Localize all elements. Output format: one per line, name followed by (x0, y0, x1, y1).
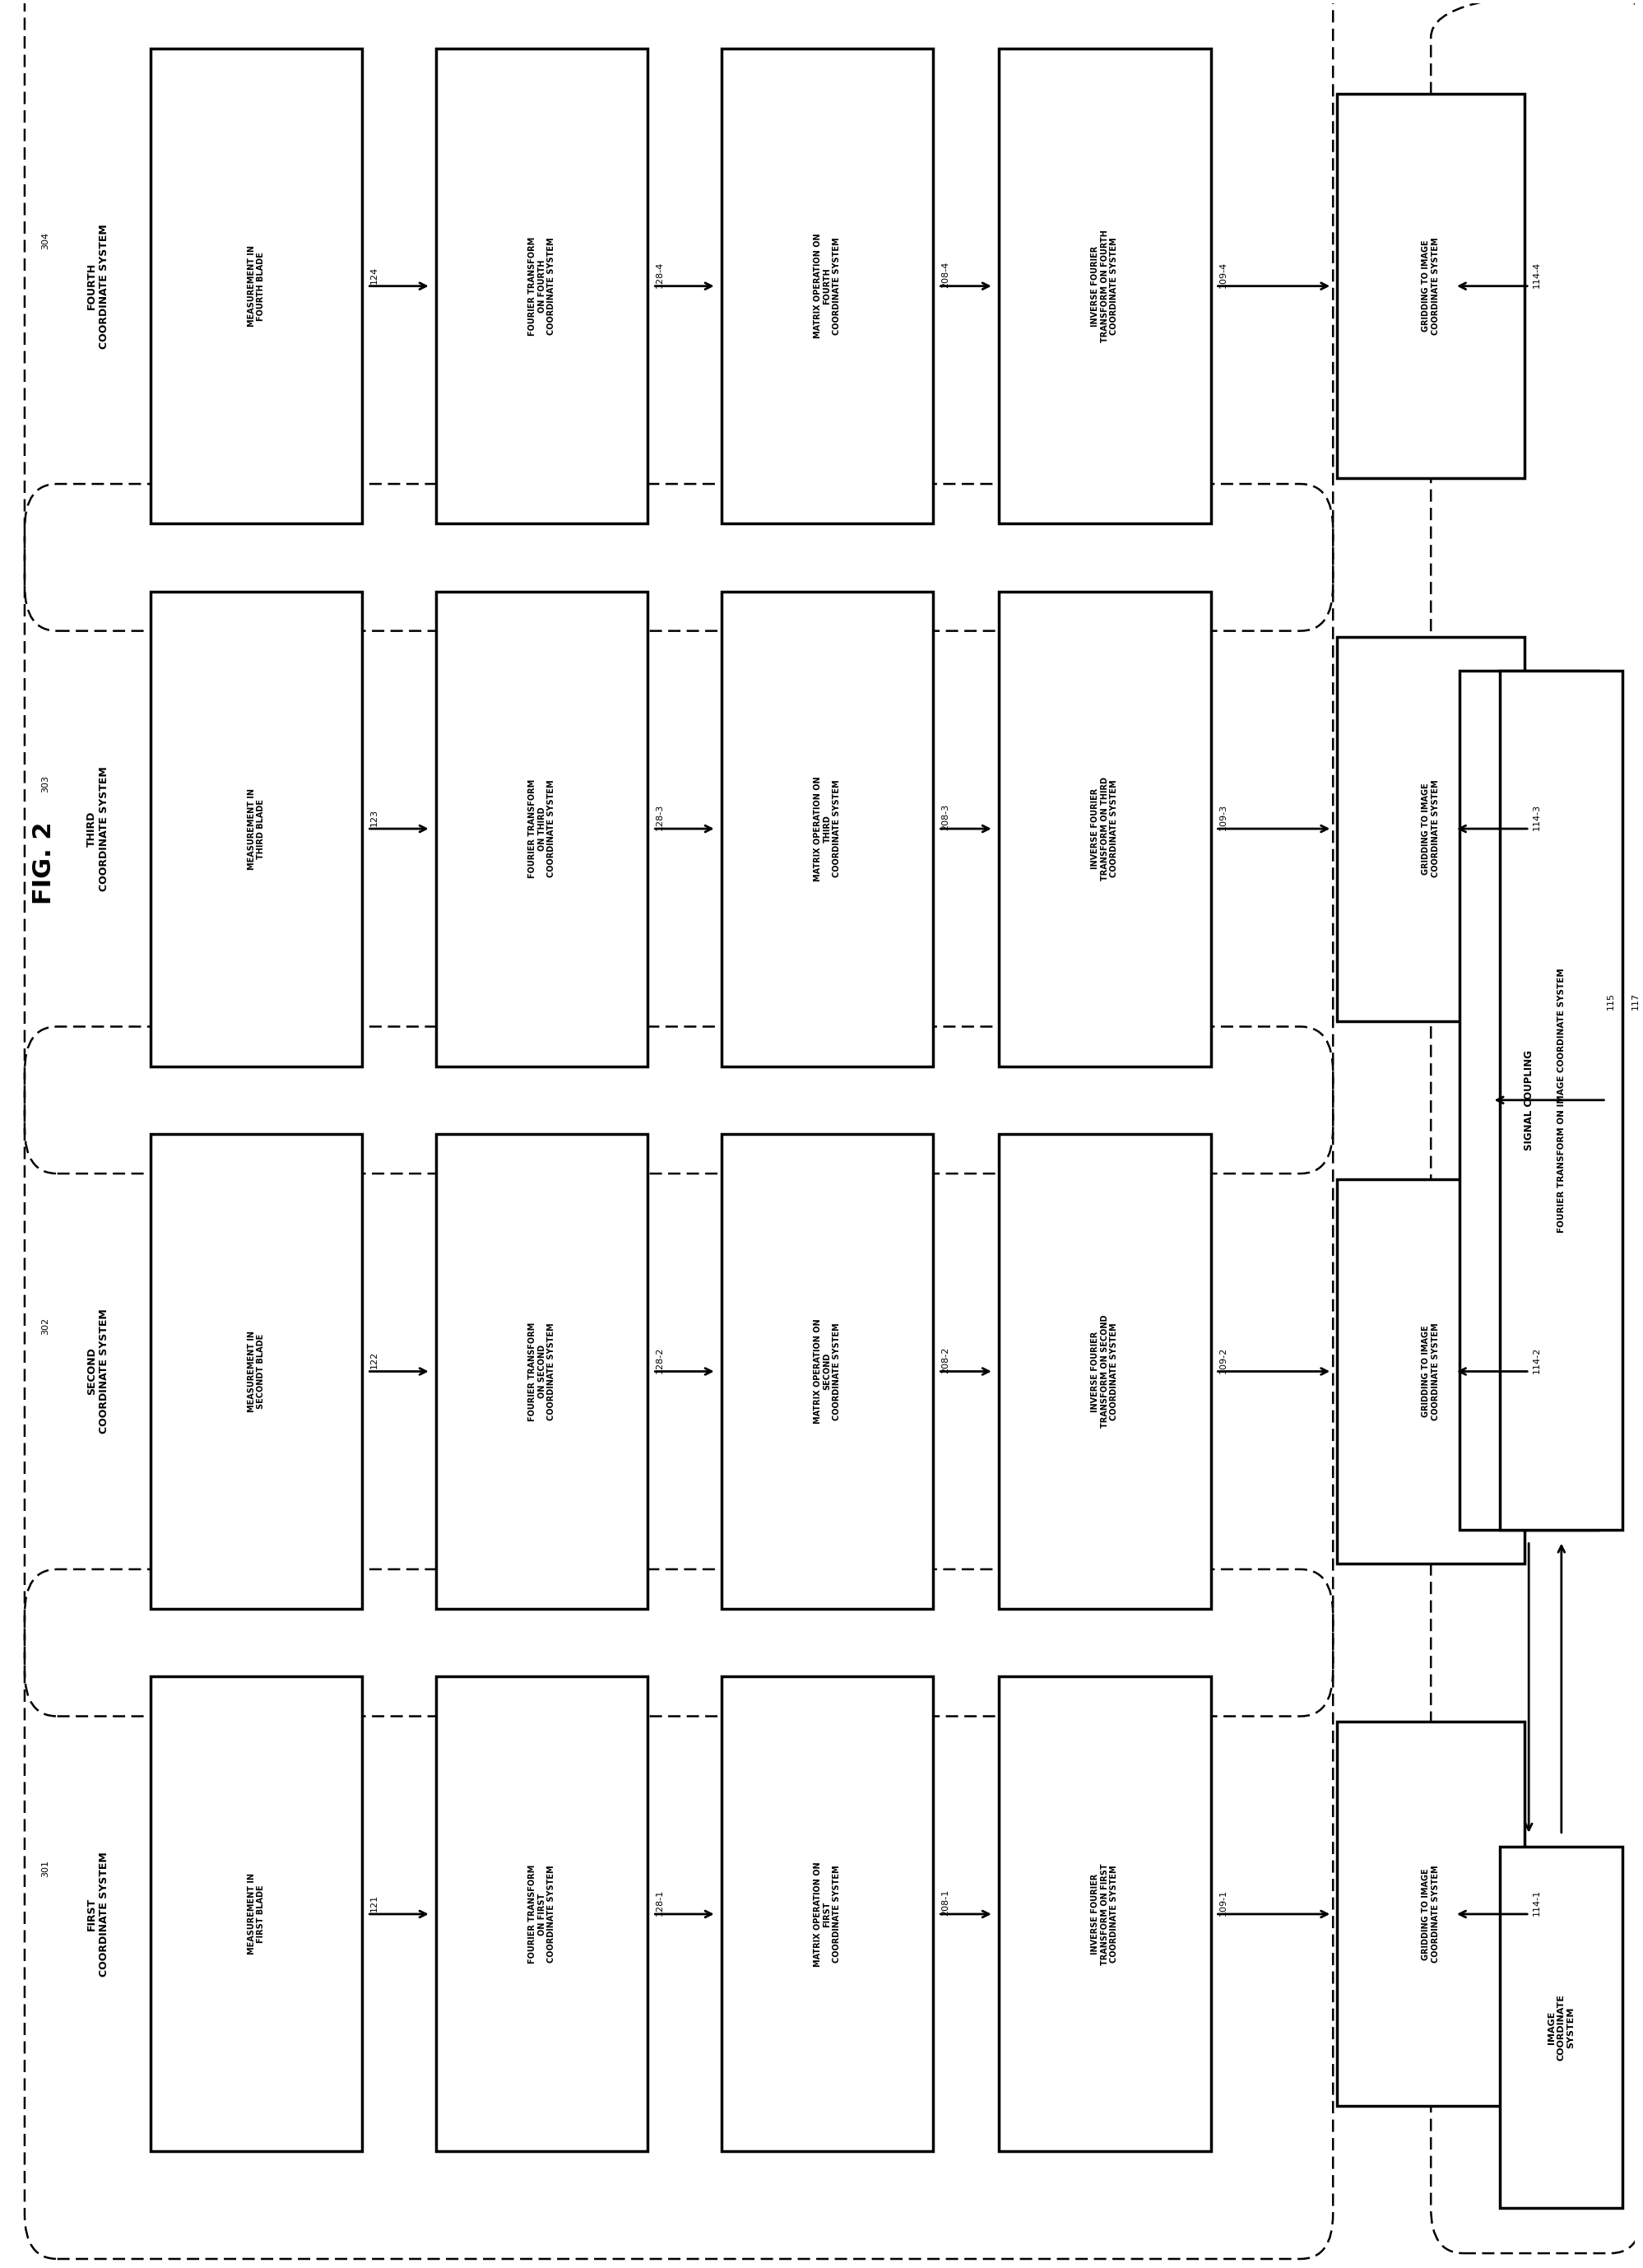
Text: MEASUREMENT IN
FOURTH BLADE: MEASUREMENT IN FOURTH BLADE (248, 245, 265, 327)
Bar (1500, 671, 1623, 1529)
Bar (150, 1134, 363, 1608)
Text: 123: 123 (370, 810, 380, 826)
Text: MEASUREMENT IN
SECONDT BLADE: MEASUREMENT IN SECONDT BLADE (248, 1331, 265, 1413)
Bar (150, 1676, 363, 2152)
Bar (1337, 1721, 1525, 2107)
Text: 208-4: 208-4 (941, 261, 950, 288)
Text: 301: 301 (41, 1860, 49, 1878)
Text: INVERSE FOURIER
TRANSFORM ON THIRD
COORDINATE SYSTEM: INVERSE FOURIER TRANSFORM ON THIRD COORD… (1091, 778, 1119, 880)
Text: 114-1: 114-1 (1533, 1889, 1541, 1916)
Text: MATRIX OPERATION ON
SECOND
COORDINATE SYSTEM: MATRIX OPERATION ON SECOND COORDINATE SY… (813, 1320, 841, 1424)
Text: INVERSE FOURIER
TRANSFORM ON SECOND
COORDINATE SYSTEM: INVERSE FOURIER TRANSFORM ON SECOND COOR… (1091, 1315, 1119, 1429)
Bar (435, 1676, 647, 2152)
Text: 208-3: 208-3 (941, 805, 950, 830)
Bar (999, 1676, 1211, 2152)
Text: 109-3: 109-3 (1219, 805, 1227, 830)
Text: 114-4: 114-4 (1533, 261, 1541, 288)
Bar (999, 592, 1211, 1066)
Bar (150, 592, 363, 1066)
Text: 128-4: 128-4 (656, 261, 664, 288)
Bar (721, 1134, 933, 1608)
Text: 109-1: 109-1 (1219, 1889, 1227, 1916)
Bar (435, 48, 647, 524)
Text: SECOND
COORDINATE SYSTEM: SECOND COORDINATE SYSTEM (87, 1309, 110, 1433)
Text: 304: 304 (41, 231, 49, 249)
Bar (999, 48, 1211, 524)
Text: 114-2: 114-2 (1533, 1347, 1541, 1374)
Text: 208-2: 208-2 (941, 1347, 950, 1374)
Text: MATRIX OPERATION ON
FOURTH
COORDINATE SYSTEM: MATRIX OPERATION ON FOURTH COORDINATE SY… (813, 234, 841, 338)
Text: FOURIER TRANSFORM
ON FOURTH
COORDINATE SYSTEM: FOURIER TRANSFORM ON FOURTH COORDINATE S… (527, 236, 555, 336)
Bar (1459, 671, 1599, 1529)
Bar (1337, 1179, 1525, 1563)
Text: 128-3: 128-3 (656, 805, 664, 830)
Bar (1337, 637, 1525, 1021)
Text: GRIDDING TO IMAGE
COORDINATE SYSTEM: GRIDDING TO IMAGE COORDINATE SYSTEM (1421, 780, 1439, 878)
Text: IMAGE
COORDINATE
SYSTEM: IMAGE COORDINATE SYSTEM (1548, 1994, 1576, 2062)
Text: 115: 115 (1607, 993, 1615, 1009)
Text: FIG. 2: FIG. 2 (33, 821, 56, 905)
Text: FOURIER TRANSFORM
ON SECOND
COORDINATE SYSTEM: FOURIER TRANSFORM ON SECOND COORDINATE S… (527, 1322, 555, 1420)
Text: 114-3: 114-3 (1533, 805, 1541, 830)
Text: 128-1: 128-1 (656, 1889, 664, 1916)
Text: INVERSE FOURIER
TRANSFORM ON FOURTH
COORDINATE SYSTEM: INVERSE FOURIER TRANSFORM ON FOURTH COOR… (1091, 229, 1119, 342)
Text: 124: 124 (370, 265, 380, 284)
Text: SIGNAL COUPLING: SIGNAL COUPLING (1523, 1050, 1535, 1150)
Text: 303: 303 (41, 776, 49, 792)
Text: FOURTH
COORDINATE SYSTEM: FOURTH COORDINATE SYSTEM (87, 225, 110, 349)
Bar (1337, 93, 1525, 479)
Text: FOURIER TRANSFORM
ON THIRD
COORDINATE SYSTEM: FOURIER TRANSFORM ON THIRD COORDINATE SY… (527, 780, 555, 878)
Bar (435, 592, 647, 1066)
Text: FOURIER TRANSFORM
ON FIRST
COORDINATE SYSTEM: FOURIER TRANSFORM ON FIRST COORDINATE SY… (527, 1864, 555, 1964)
Text: FOURIER TRANSFORM ON IMAGE COORDINATE SYSTEM: FOURIER TRANSFORM ON IMAGE COORDINATE SY… (1558, 968, 1566, 1232)
Text: 128-2: 128-2 (656, 1347, 664, 1374)
Text: MEASUREMENT IN
FIRST BLADE: MEASUREMENT IN FIRST BLADE (248, 1873, 265, 1955)
Text: 121: 121 (370, 1894, 380, 1912)
Text: GRIDDING TO IMAGE
COORDINATE SYSTEM: GRIDDING TO IMAGE COORDINATE SYSTEM (1421, 1864, 1439, 1962)
Text: FIRST
COORDINATE SYSTEM: FIRST COORDINATE SYSTEM (87, 1851, 110, 1975)
Text: 109-2: 109-2 (1219, 1347, 1227, 1374)
Text: INVERSE FOURIER
TRANSFORM ON FIRST
COORDINATE SYSTEM: INVERSE FOURIER TRANSFORM ON FIRST COORD… (1091, 1864, 1119, 1964)
Text: GRIDDING TO IMAGE
COORDINATE SYSTEM: GRIDDING TO IMAGE COORDINATE SYSTEM (1421, 238, 1439, 336)
Bar (150, 48, 363, 524)
Bar (721, 1676, 933, 2152)
Text: 109-4: 109-4 (1219, 261, 1227, 288)
Text: 208-1: 208-1 (941, 1889, 950, 1916)
Text: THIRD
COORDINATE SYSTEM: THIRD COORDINATE SYSTEM (87, 767, 110, 891)
Text: MEASUREMENT IN
THIRD BLADE: MEASUREMENT IN THIRD BLADE (248, 787, 265, 869)
Text: MATRIX OPERATION ON
FIRST
COORDINATE SYSTEM: MATRIX OPERATION ON FIRST COORDINATE SYS… (813, 1862, 841, 1966)
Text: GRIDDING TO IMAGE
COORDINATE SYSTEM: GRIDDING TO IMAGE COORDINATE SYSTEM (1421, 1322, 1439, 1420)
Text: 302: 302 (41, 1318, 49, 1336)
Text: 122: 122 (370, 1352, 380, 1370)
Bar (1500, 1846, 1623, 2209)
Bar (721, 48, 933, 524)
Bar (435, 1134, 647, 1608)
Text: MATRIX OPERATION ON
THIRD
COORDINATE SYSTEM: MATRIX OPERATION ON THIRD COORDINATE SYS… (813, 776, 841, 882)
Text: 117: 117 (1631, 993, 1640, 1009)
Bar (721, 592, 933, 1066)
Bar (999, 1134, 1211, 1608)
